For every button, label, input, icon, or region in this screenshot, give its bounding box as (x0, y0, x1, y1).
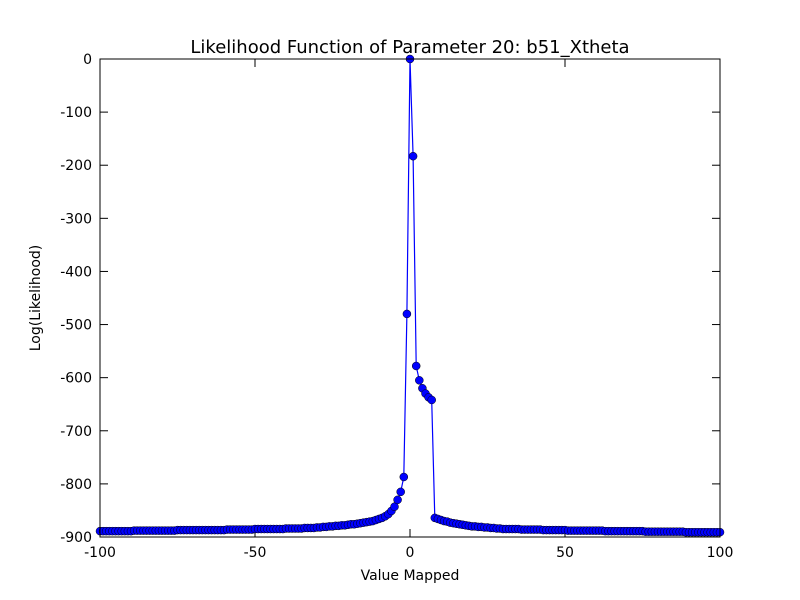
chart-title: Likelihood Function of Parameter 20: b51… (190, 37, 629, 58)
data-point (415, 376, 424, 385)
x-tick-label: 0 (406, 545, 415, 561)
y-tick-label: -100 (60, 105, 92, 121)
x-tick-label: -100 (84, 545, 116, 561)
y-tick-label: -800 (60, 477, 92, 493)
data-point (427, 395, 436, 405)
y-tick-label: -200 (60, 158, 92, 174)
y-tick-label: 0 (83, 52, 92, 68)
y-tick-label: -900 (60, 530, 92, 546)
y-tick-label: -300 (60, 211, 92, 227)
y-tick-label: -500 (60, 318, 92, 334)
data-point (396, 487, 405, 497)
x-axis-label: Value Mapped (361, 568, 460, 584)
x-tick-label: -50 (244, 545, 267, 561)
data-point (408, 151, 418, 161)
data-point (393, 495, 402, 505)
y-tick-label: -700 (60, 424, 92, 440)
data-point (402, 309, 412, 319)
y-axis-label: Log(Likelihood) (28, 245, 44, 352)
x-tick-label: 50 (556, 545, 574, 561)
data-point (411, 361, 421, 371)
data-point (399, 472, 409, 482)
plot-frame (99, 58, 721, 538)
x-tick-label: 100 (707, 545, 734, 561)
y-tick-label: -400 (60, 264, 92, 280)
y-tick-label: -600 (60, 371, 92, 387)
